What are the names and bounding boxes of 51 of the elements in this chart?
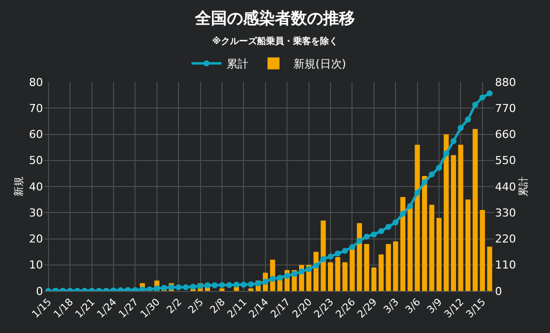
y-tick-label: 10 (29, 258, 43, 272)
y2-tick-label: 550 (495, 154, 516, 168)
x-tick-label: 3/6 (404, 296, 423, 316)
bar (480, 210, 485, 291)
x-tick-label: 2/8 (208, 296, 228, 316)
y2-tick-label: 770 (495, 102, 516, 115)
y2-tick-label: 440 (495, 180, 516, 194)
bar (487, 246, 492, 291)
chart-subtitle: ※クルーズ船乗員・乗客を除く (212, 36, 338, 48)
legend-label: 累計 (226, 58, 248, 71)
y-tick-label: 40 (29, 180, 43, 194)
bar (414, 144, 420, 291)
bar (458, 144, 464, 291)
bar (472, 129, 478, 291)
bar (364, 244, 370, 291)
y-tick-label: 60 (29, 128, 43, 142)
bar (400, 196, 406, 291)
bar (450, 155, 456, 291)
legend-label: 新規(日次) (294, 58, 346, 71)
bar (436, 218, 442, 291)
bar (465, 200, 470, 291)
y-tick-label: 30 (29, 206, 43, 220)
x-tick-label: 2/2 (165, 296, 184, 316)
y2-tick-label: 0 (495, 284, 502, 298)
bar (386, 244, 391, 291)
x-tick-label: 2/5 (186, 296, 206, 316)
y2-tick-label: 660 (495, 128, 516, 142)
y2-tick-label: 880 (495, 76, 516, 89)
y2-tick-label: 220 (495, 232, 516, 246)
bar (356, 223, 362, 291)
y2-tick-label: 110 (495, 258, 516, 272)
bar (444, 134, 449, 291)
bar (378, 254, 384, 291)
bar (371, 267, 376, 291)
y-tick-label: 50 (29, 154, 43, 168)
x-tick-label: 3/9 (426, 296, 445, 316)
bar (422, 176, 428, 291)
bar (429, 204, 434, 291)
y-tick-label: 0 (36, 284, 43, 298)
chart-title: 全国の感染者数の推移 (194, 8, 355, 28)
y-tick-label: 20 (29, 232, 43, 246)
bar (328, 262, 334, 291)
x-tick-label: 3/3 (382, 296, 402, 316)
y-tick-label: 80 (29, 76, 43, 89)
y-axis-title: 新規 (13, 176, 25, 196)
bar (393, 241, 398, 291)
bar (320, 220, 326, 291)
bar (342, 262, 348, 291)
y-tick-label: 70 (29, 102, 43, 115)
y2-tick-label: 330 (495, 206, 516, 220)
y2-axis-title: 累計 (518, 176, 530, 196)
